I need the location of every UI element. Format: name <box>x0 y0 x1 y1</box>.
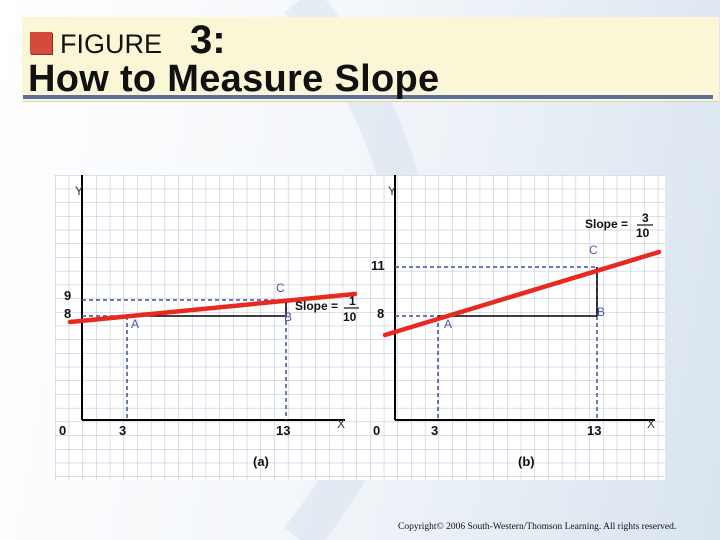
panel-a-point-b: B <box>284 310 292 324</box>
panel-b-point-a: A <box>444 317 452 331</box>
panel-b-caption: (b) <box>518 454 535 469</box>
figure-number: 3: <box>190 18 226 62</box>
panel-a-ytick-9: 9 <box>64 288 71 303</box>
bullet-square-icon <box>30 32 52 54</box>
panel-b-x-label: X <box>647 417 655 431</box>
panel-b-point-b: B <box>597 305 605 319</box>
panel-b-slope-num: 3 <box>642 211 649 225</box>
panel-a-point-a: A <box>131 317 139 331</box>
panel-b-ytick-8: 8 <box>377 306 384 321</box>
panel-a-origin: 0 <box>59 423 66 438</box>
figure-label: FIGURE <box>60 29 163 59</box>
panel-b-slope-den: 10 <box>636 226 650 240</box>
copyright-notice: Copyright© 2006 South-Western/Thomson Le… <box>398 522 677 532</box>
panel-a-xtick-13: 13 <box>276 423 290 438</box>
panel-b-y-label: Y <box>388 184 396 198</box>
panel-b-point-c: C <box>589 243 598 257</box>
panel-a-xtick-3: 3 <box>119 423 126 438</box>
panel-a-y-label: Y <box>75 184 83 198</box>
page-title: How to Measure Slope <box>28 58 440 100</box>
panel-b-xtick-3: 3 <box>431 423 438 438</box>
panel-b-ytick-11: 11 <box>371 258 385 273</box>
panel-b-xtick-13: 13 <box>587 423 601 438</box>
panel-a-slope-den: 10 <box>343 310 357 324</box>
title-underline-bar <box>23 95 713 99</box>
panel-a-caption: (a) <box>253 454 269 469</box>
panel-a-red-line <box>67 291 358 325</box>
panel-b-red-line <box>382 249 662 338</box>
panel-a-x-label: X <box>337 417 345 431</box>
grid-background <box>55 175 665 480</box>
panel-a-point-c: C <box>276 281 285 295</box>
panel-a-slope-num: 1 <box>349 294 356 308</box>
title-banner <box>22 17 719 102</box>
panel-a-ytick-8: 8 <box>64 306 71 321</box>
slope-diagram: Y X 0 9 8 3 13 A B C Slope = 1 10 (a) Y … <box>55 175 665 480</box>
panel-a-slope-text: Slope = <box>295 299 338 313</box>
panel-b-slope-text: Slope = <box>585 217 628 231</box>
panel-b-origin: 0 <box>373 423 380 438</box>
